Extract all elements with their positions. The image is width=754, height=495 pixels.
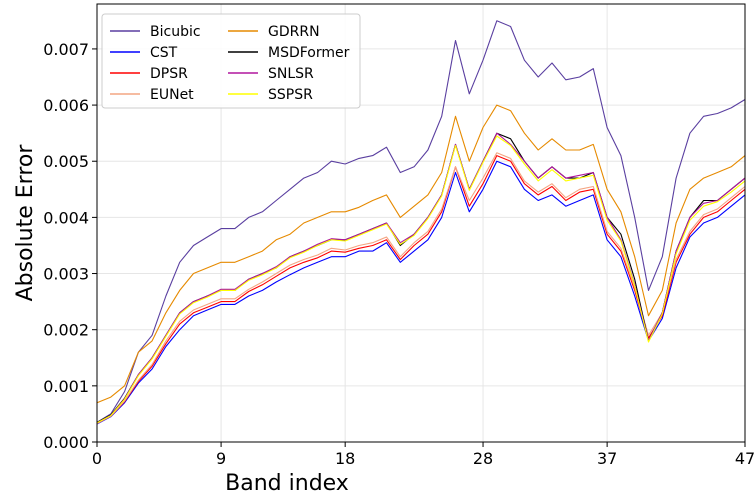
y-tick-label: 0.003 <box>43 265 89 284</box>
y-tick-label: 0.007 <box>43 40 89 59</box>
y-tick-label: 0.005 <box>43 152 89 171</box>
y-axis-title: Absolute Error <box>13 144 38 302</box>
legend-box <box>101 13 361 109</box>
x-tick-label: 9 <box>216 449 226 468</box>
x-tick-label: 47 <box>735 449 754 468</box>
x-tick-label: 37 <box>597 449 617 468</box>
legend-label-dpsr: DPSR <box>150 66 188 82</box>
y-tick-label: 0.002 <box>43 321 89 340</box>
legend-label-cst: CST <box>150 45 178 61</box>
axis-ticks: 0 9 18 28 37 47 0.000 0.001 0.002 0.003 0.004 0.005… <box>43 40 754 468</box>
y-tick-label: 0.004 <box>43 208 89 227</box>
series-line-dpsr <box>96 155 746 424</box>
legend: Bicubic CST DPSR EUNet GDRRN MSDFormer SNLSR SS… <box>101 13 361 109</box>
x-tick-label: 18 <box>335 449 355 468</box>
y-tick-label: 0.006 <box>43 96 89 115</box>
series-line-bicubic <box>96 20 746 423</box>
legend-label-msdformer: MSDFormer <box>268 45 350 61</box>
y-tick-label: 0.000 <box>43 433 89 452</box>
legend-label-eunet: EUNet <box>150 87 194 103</box>
series-line-sspsr <box>96 135 746 424</box>
series-line-cst <box>96 160 746 425</box>
series-line-gdrrn <box>96 104 746 404</box>
x-tick-label: 0 <box>92 449 102 468</box>
legend-label-snlsr: SNLSR <box>268 66 314 82</box>
legend-label-bicubic: Bicubic <box>150 24 201 40</box>
x-tick-label: 28 <box>473 449 493 468</box>
series-lines <box>96 20 746 425</box>
plot-frame <box>96 3 746 443</box>
legend-label-sspsr: SSPSR <box>268 87 313 103</box>
x-axis-title: Band index <box>225 471 349 495</box>
y-tick-label: 0.001 <box>43 377 89 396</box>
legend-label-gdrrn: GDRRN <box>268 24 320 40</box>
